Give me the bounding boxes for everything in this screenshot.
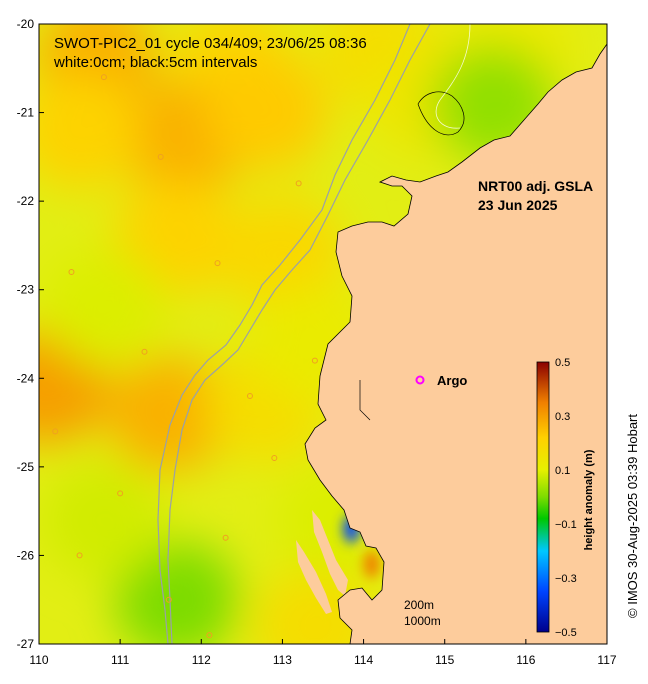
contour-line (359, 380, 371, 421)
y-tick-label: -21 (17, 106, 35, 120)
argo-float-marker (157, 153, 164, 160)
anomaly-blob (204, 54, 329, 171)
x-tick-label: 117 (597, 653, 616, 667)
argo-float-marker (206, 632, 213, 639)
anomaly-blob (106, 355, 231, 472)
plot-area (39, 24, 607, 644)
isobath-1000m (157, 24, 411, 644)
anomaly-field (39, 24, 572, 644)
argo-legend-label: Argo (437, 373, 467, 388)
argo-float-marker (246, 393, 253, 399)
colorbar-tick-label: −0.1 (555, 519, 577, 531)
product-label: NRT00 adj. GSLA (478, 178, 593, 194)
colorbar (536, 361, 550, 633)
x-axis: 110 111 112 113 114 115 116 117 (29, 639, 617, 667)
argo-float-marker (76, 552, 83, 559)
map-title: SWOT-PIC2_01 cycle 034/409; 23/06/25 08:… (54, 35, 367, 52)
y-tick-label: -24 (17, 371, 35, 385)
y-tick-label: -20 (17, 17, 35, 31)
plot-frame (38, 23, 608, 645)
x-tick-label: 115 (435, 653, 454, 667)
anomaly-blob (39, 72, 142, 189)
y-tick-label: -22 (17, 194, 35, 208)
y-tick-label: -23 (17, 283, 35, 297)
isobath-label-200m: 200m (404, 598, 434, 612)
argo-float-marker (214, 260, 221, 267)
colorbar-tick-label: −0.5 (555, 627, 577, 639)
colorbar-ticks: 0.5 0.3 0.1 −0.1 −0.3 −0.5 (555, 357, 577, 639)
colorbar-tick-label: 0.1 (555, 465, 570, 477)
x-tick-label: 110 (29, 653, 48, 667)
y-tick-label: -27 (17, 637, 35, 651)
x-tick-label: 112 (192, 653, 211, 667)
argo-float-marker (311, 357, 318, 364)
anomaly-blob (220, 196, 345, 313)
argo-float-marker (52, 428, 59, 435)
argo-float-marker (141, 348, 148, 355)
product-date: 23 Jun 2025 (478, 197, 558, 213)
land-peninsula (312, 510, 348, 596)
argo-float-marker (295, 180, 302, 187)
y-tick-label: -26 (17, 548, 35, 562)
land-western-australia (305, 24, 607, 644)
isobath-label-1000m: 1000m (404, 614, 441, 628)
anomaly-blob (41, 249, 166, 366)
x-tick-label: 111 (111, 653, 130, 667)
anomaly-blob (114, 541, 239, 644)
imos-credit: © IMOS 30-Aug-2025 03:39 Hobart (625, 414, 640, 618)
y-tick-label: -25 (17, 460, 35, 474)
argo-float-marker (271, 455, 278, 461)
argo-legend-marker (415, 375, 425, 385)
anomaly-blob (41, 462, 166, 578)
argo-float-marker (165, 596, 172, 603)
contour-line (435, 24, 471, 129)
x-tick-label: 116 (516, 653, 535, 667)
colorbar-tick-label: 0.3 (555, 411, 570, 423)
y-axis: -20 -21 -22 -23 -24 -25 -26 -27 (17, 17, 44, 651)
argo-floats (52, 74, 318, 639)
land-dirk-hartog (296, 540, 332, 614)
isobath-200m (167, 24, 431, 644)
x-tick-label: 113 (273, 653, 292, 667)
argo-float-marker (68, 269, 75, 275)
colorbar-label: height anomaly (m) (583, 449, 595, 550)
argo-float-marker (222, 534, 229, 541)
x-tick-label: 114 (354, 653, 373, 667)
colorbar-tick-label: 0.5 (555, 357, 570, 369)
argo-float-marker (117, 490, 124, 497)
argo-float-marker (100, 74, 107, 81)
contour-line (417, 91, 465, 136)
map-subtitle: white:0cm; black:5cm intervals (53, 54, 257, 71)
anomaly-blob (363, 550, 380, 579)
coastline (304, 43, 607, 644)
colorbar-tick-label: −0.3 (555, 573, 577, 585)
